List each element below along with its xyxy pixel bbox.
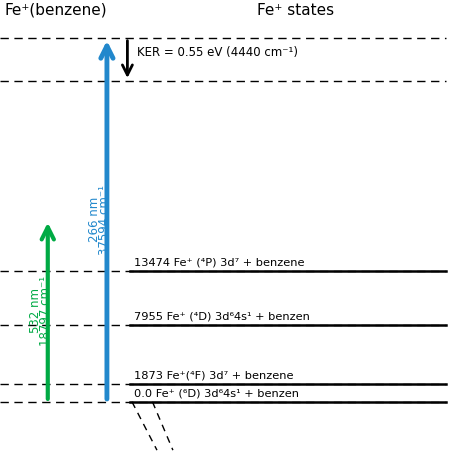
Text: 13474 Fe⁺ (⁴P) 3d⁷ + benzene: 13474 Fe⁺ (⁴P) 3d⁷ + benzene (134, 258, 305, 268)
Text: Fe⁺(benzene): Fe⁺(benzene) (5, 3, 107, 18)
Text: 532 nm: 532 nm (29, 288, 41, 333)
Text: KER = 0.55 eV (4440 cm⁻¹): KER = 0.55 eV (4440 cm⁻¹) (136, 46, 298, 59)
Text: 18797 cm⁻¹: 18797 cm⁻¹ (39, 276, 52, 346)
Text: 1873 Fe⁺(⁴F) 3d⁷ + benzene: 1873 Fe⁺(⁴F) 3d⁷ + benzene (134, 370, 294, 380)
Text: 0.0 Fe⁺ (⁶D) 3d⁶4s¹ + benzen: 0.0 Fe⁺ (⁶D) 3d⁶4s¹ + benzen (134, 389, 299, 399)
Text: 7955 Fe⁺ (⁴D) 3d⁶4s¹ + benzen: 7955 Fe⁺ (⁴D) 3d⁶4s¹ + benzen (134, 311, 310, 321)
Text: 266 nm: 266 nm (88, 197, 101, 243)
Text: Fe⁺ states: Fe⁺ states (257, 3, 334, 18)
Text: 37594 cm⁻¹: 37594 cm⁻¹ (98, 185, 111, 255)
